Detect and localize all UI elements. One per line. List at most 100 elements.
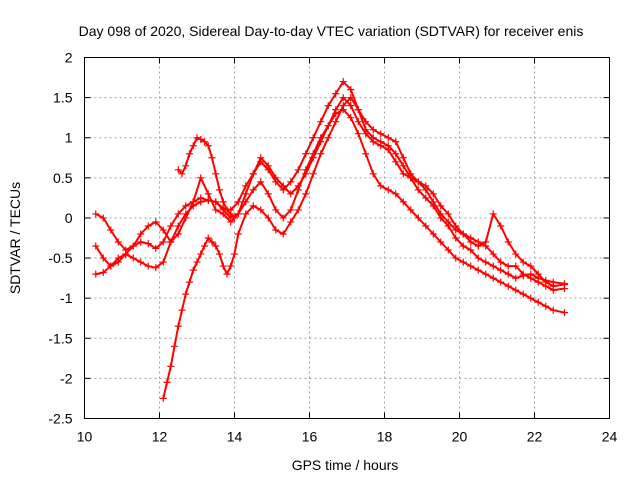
data-point bbox=[317, 138, 325, 146]
x-tick-label: 22 bbox=[527, 429, 543, 445]
data-point bbox=[437, 202, 445, 210]
y-axis-label: SDTVAR / TECUs bbox=[7, 182, 23, 294]
data-point bbox=[354, 130, 362, 138]
data-point bbox=[204, 234, 212, 242]
x-tick-labels: 10 12 14 16 18 20 22 24 bbox=[77, 429, 618, 445]
data-point bbox=[174, 322, 182, 330]
data-point bbox=[444, 210, 452, 218]
data-point bbox=[309, 170, 317, 178]
data-point bbox=[152, 244, 160, 252]
data-point bbox=[107, 262, 115, 270]
data-point bbox=[561, 281, 568, 289]
series-track-5 bbox=[174, 134, 238, 222]
data-point bbox=[159, 258, 167, 266]
data-point bbox=[317, 118, 325, 126]
data-point bbox=[249, 186, 257, 194]
data-point bbox=[347, 86, 355, 94]
data-point bbox=[201, 242, 208, 250]
data-point bbox=[219, 198, 227, 206]
data-point bbox=[186, 150, 193, 158]
data-point bbox=[324, 102, 332, 110]
series-line bbox=[94, 108, 566, 314]
data-point bbox=[549, 306, 557, 314]
data-point bbox=[444, 246, 452, 254]
data-point bbox=[324, 134, 332, 142]
axis-ticks bbox=[84, 57, 610, 419]
y-tick-label: -1 bbox=[60, 290, 73, 306]
data-point bbox=[452, 234, 460, 242]
data-point bbox=[234, 230, 242, 238]
data-point bbox=[186, 278, 193, 286]
data-point bbox=[137, 230, 145, 238]
data-point bbox=[178, 306, 186, 314]
data-point bbox=[384, 134, 392, 142]
data-point bbox=[332, 118, 340, 126]
data-point bbox=[512, 286, 520, 294]
data-point bbox=[231, 214, 238, 222]
data-point bbox=[407, 170, 415, 178]
data-point bbox=[339, 102, 347, 110]
data-point bbox=[189, 266, 197, 274]
data-point bbox=[144, 222, 152, 230]
data-point bbox=[497, 222, 505, 230]
data-point bbox=[482, 238, 490, 246]
data-point bbox=[189, 142, 197, 150]
data-point bbox=[527, 262, 535, 270]
data-point bbox=[347, 94, 355, 102]
data-point bbox=[339, 94, 347, 102]
data-point bbox=[377, 130, 385, 138]
data-point bbox=[174, 230, 182, 238]
data-point bbox=[219, 210, 227, 218]
data-point bbox=[354, 118, 362, 126]
data-point bbox=[287, 218, 295, 226]
data-point bbox=[332, 106, 340, 114]
data-point bbox=[504, 238, 512, 246]
data-point bbox=[212, 198, 220, 206]
data-point bbox=[137, 238, 145, 246]
data-point bbox=[92, 242, 100, 250]
data-point bbox=[208, 154, 216, 162]
data-point bbox=[377, 142, 385, 150]
data-point bbox=[129, 254, 137, 262]
data-point bbox=[414, 214, 422, 222]
x-tick-label: 18 bbox=[377, 429, 393, 445]
series-track-4 bbox=[159, 94, 568, 402]
data-point bbox=[347, 114, 355, 122]
data-point bbox=[272, 206, 280, 214]
y-tick-label: -2 bbox=[60, 370, 73, 386]
data-point bbox=[272, 174, 280, 182]
data-series bbox=[92, 78, 568, 402]
data-point bbox=[407, 206, 415, 214]
x-tick-label: 10 bbox=[77, 429, 93, 445]
x-tick-label: 20 bbox=[452, 429, 468, 445]
x-tick-label: 24 bbox=[602, 429, 618, 445]
data-point bbox=[257, 178, 265, 186]
data-point bbox=[227, 262, 235, 270]
data-point bbox=[163, 378, 171, 386]
data-point bbox=[272, 226, 280, 234]
y-tick-label: -1.5 bbox=[48, 330, 72, 346]
data-point bbox=[204, 190, 212, 198]
data-point bbox=[377, 182, 385, 190]
data-point bbox=[99, 254, 107, 262]
plot-frame bbox=[84, 57, 610, 419]
y-tick-label: 1.5 bbox=[53, 90, 73, 106]
data-point bbox=[182, 202, 190, 210]
data-point bbox=[302, 150, 310, 158]
data-point bbox=[534, 270, 542, 278]
data-point bbox=[362, 130, 370, 138]
data-point bbox=[257, 206, 265, 214]
data-point bbox=[459, 242, 467, 250]
data-point bbox=[174, 210, 182, 218]
data-point bbox=[216, 186, 223, 194]
data-point bbox=[144, 262, 152, 270]
data-point bbox=[227, 210, 235, 218]
data-point bbox=[527, 294, 535, 302]
data-point bbox=[197, 135, 205, 143]
data-point bbox=[474, 266, 482, 274]
data-point bbox=[527, 274, 535, 282]
data-point bbox=[193, 134, 201, 142]
data-point bbox=[227, 218, 235, 226]
y-tick-labels: -2.5 -2 -1.5 -1 -0.5 0 0.5 1 1.5 2 bbox=[48, 50, 72, 427]
data-point bbox=[422, 182, 430, 190]
